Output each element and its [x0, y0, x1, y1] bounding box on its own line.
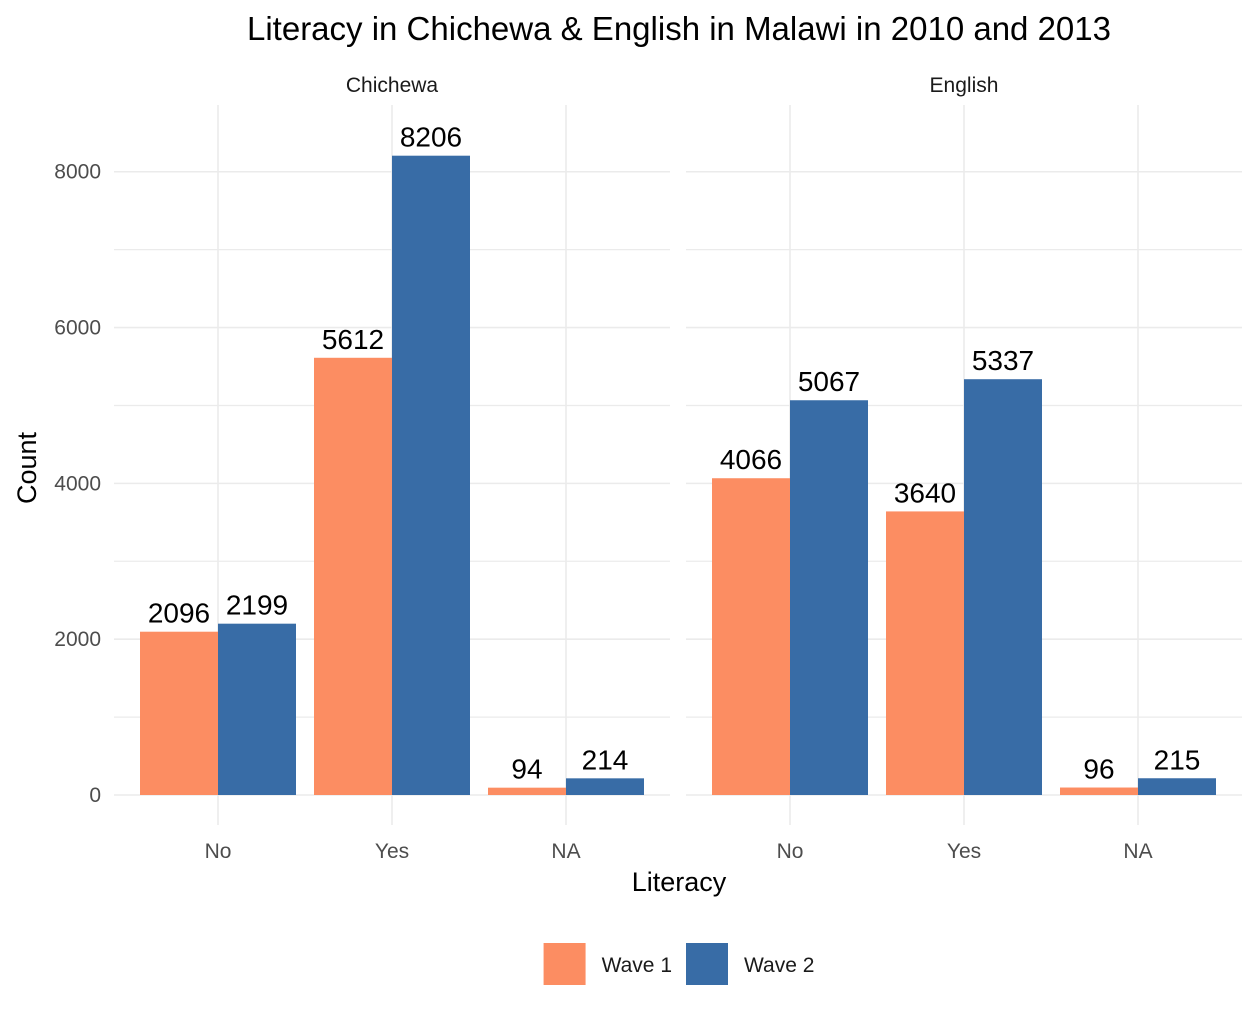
legend-label-wave-2: Wave 2 [744, 954, 814, 977]
axes-layer: No Yes NA Chichewa No Yes NA English 0 2000 4000 60… [54, 74, 1152, 863]
bar-english-yes-wave-1 [886, 511, 964, 795]
bar-chichewa-na-wave-2 [566, 778, 644, 795]
bar-english-na-wave-1 [1060, 787, 1138, 795]
y-tick-label: 2000 [54, 628, 101, 651]
x-tick-label-chichewa-no: No [205, 840, 232, 863]
x-tick-label-english-no: No [777, 840, 804, 863]
bar-chichewa-no-wave-2 [218, 623, 296, 795]
chart-title: Literacy in Chichewa & English in Malawi… [247, 10, 1111, 47]
y-tick-label: 6000 [54, 317, 101, 340]
legend-swatch-wave-1 [543, 943, 586, 985]
data-label-english-na-wave-2: 215 [1154, 744, 1201, 775]
bar-english-no-wave-1 [712, 478, 790, 795]
y-tick-label: 4000 [54, 472, 101, 495]
data-labels-layer: 2096 2199 5612 8206 94 214 4066 5067 3640 5337 96 2… [148, 122, 1201, 785]
data-label-english-na-wave-1: 96 [1083, 754, 1114, 785]
bar-chichewa-yes-wave-2 [392, 155, 470, 796]
facet-label-chichewa: Chichewa [346, 74, 439, 97]
data-label-english-no-wave-2: 5067 [798, 366, 860, 397]
bar-english-na-wave-2 [1138, 778, 1216, 795]
bars-layer [140, 155, 1216, 796]
x-tick-label-english-yes: Yes [947, 840, 981, 863]
legend: Wave 1 Wave 2 [543, 943, 814, 985]
data-label-chichewa-yes-wave-1: 5612 [322, 324, 384, 355]
legend-label-wave-1: Wave 1 [602, 954, 672, 977]
data-label-english-no-wave-1: 4066 [720, 444, 782, 475]
bar-english-no-wave-2 [790, 400, 868, 795]
bar-chichewa-na-wave-1 [488, 787, 566, 795]
data-label-chichewa-na-wave-2: 214 [582, 744, 629, 775]
y-axis-title: Count [12, 431, 42, 504]
data-label-chichewa-yes-wave-2: 8206 [400, 122, 462, 153]
data-label-english-yes-wave-2: 5337 [972, 345, 1034, 376]
data-label-chichewa-no-wave-2: 2199 [226, 590, 288, 621]
y-tick-label: 0 [89, 784, 101, 807]
bar-chichewa-no-wave-1 [140, 631, 218, 795]
bar-chichewa-yes-wave-1 [314, 357, 392, 795]
x-axis-title: Literacy [632, 867, 727, 897]
x-tick-label-chichewa-yes: Yes [375, 840, 409, 863]
x-tick-label-english-na: NA [1123, 840, 1152, 863]
bar-english-yes-wave-2 [964, 379, 1042, 795]
data-label-english-yes-wave-1: 3640 [894, 477, 956, 508]
y-tick-label: 8000 [54, 161, 101, 184]
x-tick-label-chichewa-na: NA [551, 840, 580, 863]
facet-label-english: English [930, 74, 999, 97]
data-label-chichewa-na-wave-1: 94 [511, 754, 542, 785]
legend-swatch-wave-2 [686, 943, 728, 985]
data-label-chichewa-no-wave-1: 2096 [148, 598, 210, 629]
